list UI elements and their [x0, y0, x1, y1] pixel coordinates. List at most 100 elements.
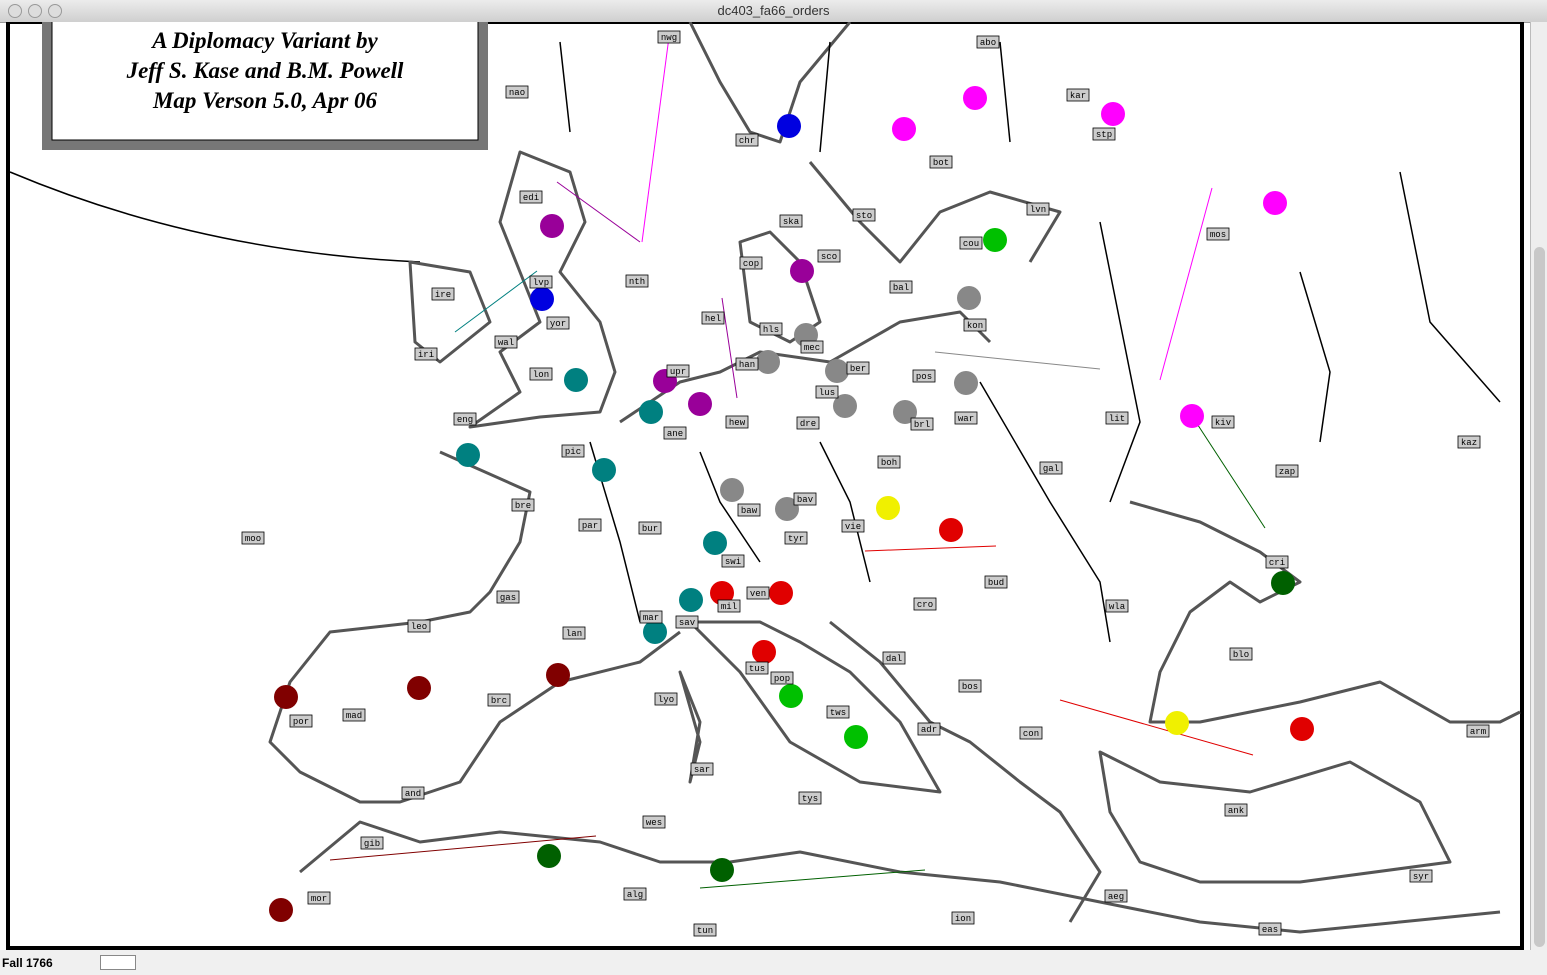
province-label: and: [405, 789, 421, 799]
province-label-box: [289, 714, 313, 728]
province-label: ion: [955, 914, 971, 924]
province-label-box: [798, 791, 822, 805]
province-label: hew: [729, 418, 746, 428]
scroll-thumb[interactable]: [1534, 247, 1545, 947]
province-label: tus: [749, 664, 765, 674]
province-label-box: [360, 836, 384, 850]
supply-center-marker: [844, 725, 868, 749]
province-label: bal: [893, 283, 909, 293]
province-label-box: [241, 531, 265, 545]
supply-center-marker: [1180, 404, 1204, 428]
province-label-box: [657, 30, 681, 44]
province-label: sco: [821, 252, 837, 262]
map-frame: [6, 22, 1524, 950]
province-label: mec: [804, 343, 820, 353]
province-label: zap: [1279, 467, 1295, 477]
province-label: cop: [743, 259, 759, 269]
province-label-box: [882, 651, 906, 665]
supply-center-marker: [790, 259, 814, 283]
province-label-box: [401, 786, 425, 800]
orders: [329, 36, 1266, 889]
order-arrow: [864, 545, 997, 552]
province-label: ven: [750, 589, 766, 599]
supply-center-marker: [752, 640, 776, 664]
province-label: nwg: [661, 33, 677, 43]
province-label: eas: [1262, 925, 1278, 935]
province-label-box: [770, 671, 794, 685]
supply-center-marker: [1263, 191, 1287, 215]
province-label-box: [1229, 647, 1253, 661]
province-label: ank: [1228, 806, 1244, 816]
province-label: gas: [500, 593, 516, 603]
province-label: tws: [830, 708, 846, 718]
province-label: bre: [515, 501, 531, 511]
province-label: han: [739, 360, 755, 370]
province-label-box: [889, 280, 913, 294]
zoom-control[interactable]: [100, 955, 136, 970]
province-label: cri: [1269, 558, 1285, 568]
supply-center-marker: [1271, 571, 1295, 595]
supply-center-marker: [1290, 717, 1314, 741]
province-label: boh: [881, 458, 897, 468]
close-button[interactable]: [8, 4, 22, 18]
province-label-box: [735, 133, 759, 147]
province-label-box: [1265, 555, 1289, 569]
province-label: abo: [980, 38, 996, 48]
province-label: vie: [845, 522, 861, 532]
province-label-box: [529, 275, 553, 289]
scrollbar[interactable]: [1530, 22, 1547, 950]
province-label: arm: [1470, 727, 1486, 737]
province-label: stp: [1096, 130, 1112, 140]
province-label-box: [342, 708, 366, 722]
supply-center-marker: [1165, 711, 1189, 735]
province-label-box: [494, 335, 518, 349]
supply-center-marker: [537, 844, 561, 868]
province-label-box: [453, 412, 477, 426]
province-label-box: [675, 615, 699, 629]
province-label-box: [1026, 202, 1050, 216]
province-label-box: [958, 679, 982, 693]
province-label-box: [721, 554, 745, 568]
province-label: eng: [457, 415, 473, 425]
province-label: lon: [533, 370, 549, 380]
supply-center-marker: [639, 400, 663, 424]
supply-center-marker: [1101, 102, 1125, 126]
province-label-box: [725, 415, 749, 429]
province-label: lus: [819, 388, 835, 398]
province-label-box: [846, 361, 870, 375]
province-label-box: [693, 923, 717, 937]
province-label: alg: [627, 890, 643, 900]
province-label-box: [1258, 922, 1282, 936]
province-label: pic: [565, 447, 581, 457]
province-label: bav: [797, 495, 814, 505]
province-label-box: [929, 155, 953, 169]
province-label: lyo: [658, 695, 674, 705]
province-label: wes: [646, 818, 662, 828]
province-label-box: [529, 367, 553, 381]
zoom-button[interactable]: [48, 4, 62, 18]
province-label: chr: [739, 136, 755, 146]
province-label: gib: [364, 839, 380, 849]
province-label-box: [1206, 227, 1230, 241]
supply-center-marker: [720, 478, 744, 502]
units: [269, 86, 1314, 922]
province-label: dal: [886, 654, 902, 664]
province-label-box: [1105, 411, 1129, 425]
province-label-box: [746, 586, 770, 600]
province-label: lvp: [533, 278, 549, 288]
province-label-box: [826, 705, 850, 719]
province-label: bud: [988, 578, 1004, 588]
province-label-box: [546, 316, 570, 330]
province-label: kon: [967, 321, 983, 331]
province-label: moo: [245, 534, 261, 544]
province-label: iri: [418, 350, 434, 360]
supply-center-marker: [592, 458, 616, 482]
province-label: war: [958, 414, 974, 424]
province-label-box: [1409, 869, 1433, 883]
supply-center-marker: [939, 518, 963, 542]
province-label: hls: [763, 325, 779, 335]
minimize-button[interactable]: [28, 4, 42, 18]
supply-center-marker: [456, 443, 480, 467]
order-arrow: [454, 270, 538, 333]
province-label-box: [654, 692, 678, 706]
